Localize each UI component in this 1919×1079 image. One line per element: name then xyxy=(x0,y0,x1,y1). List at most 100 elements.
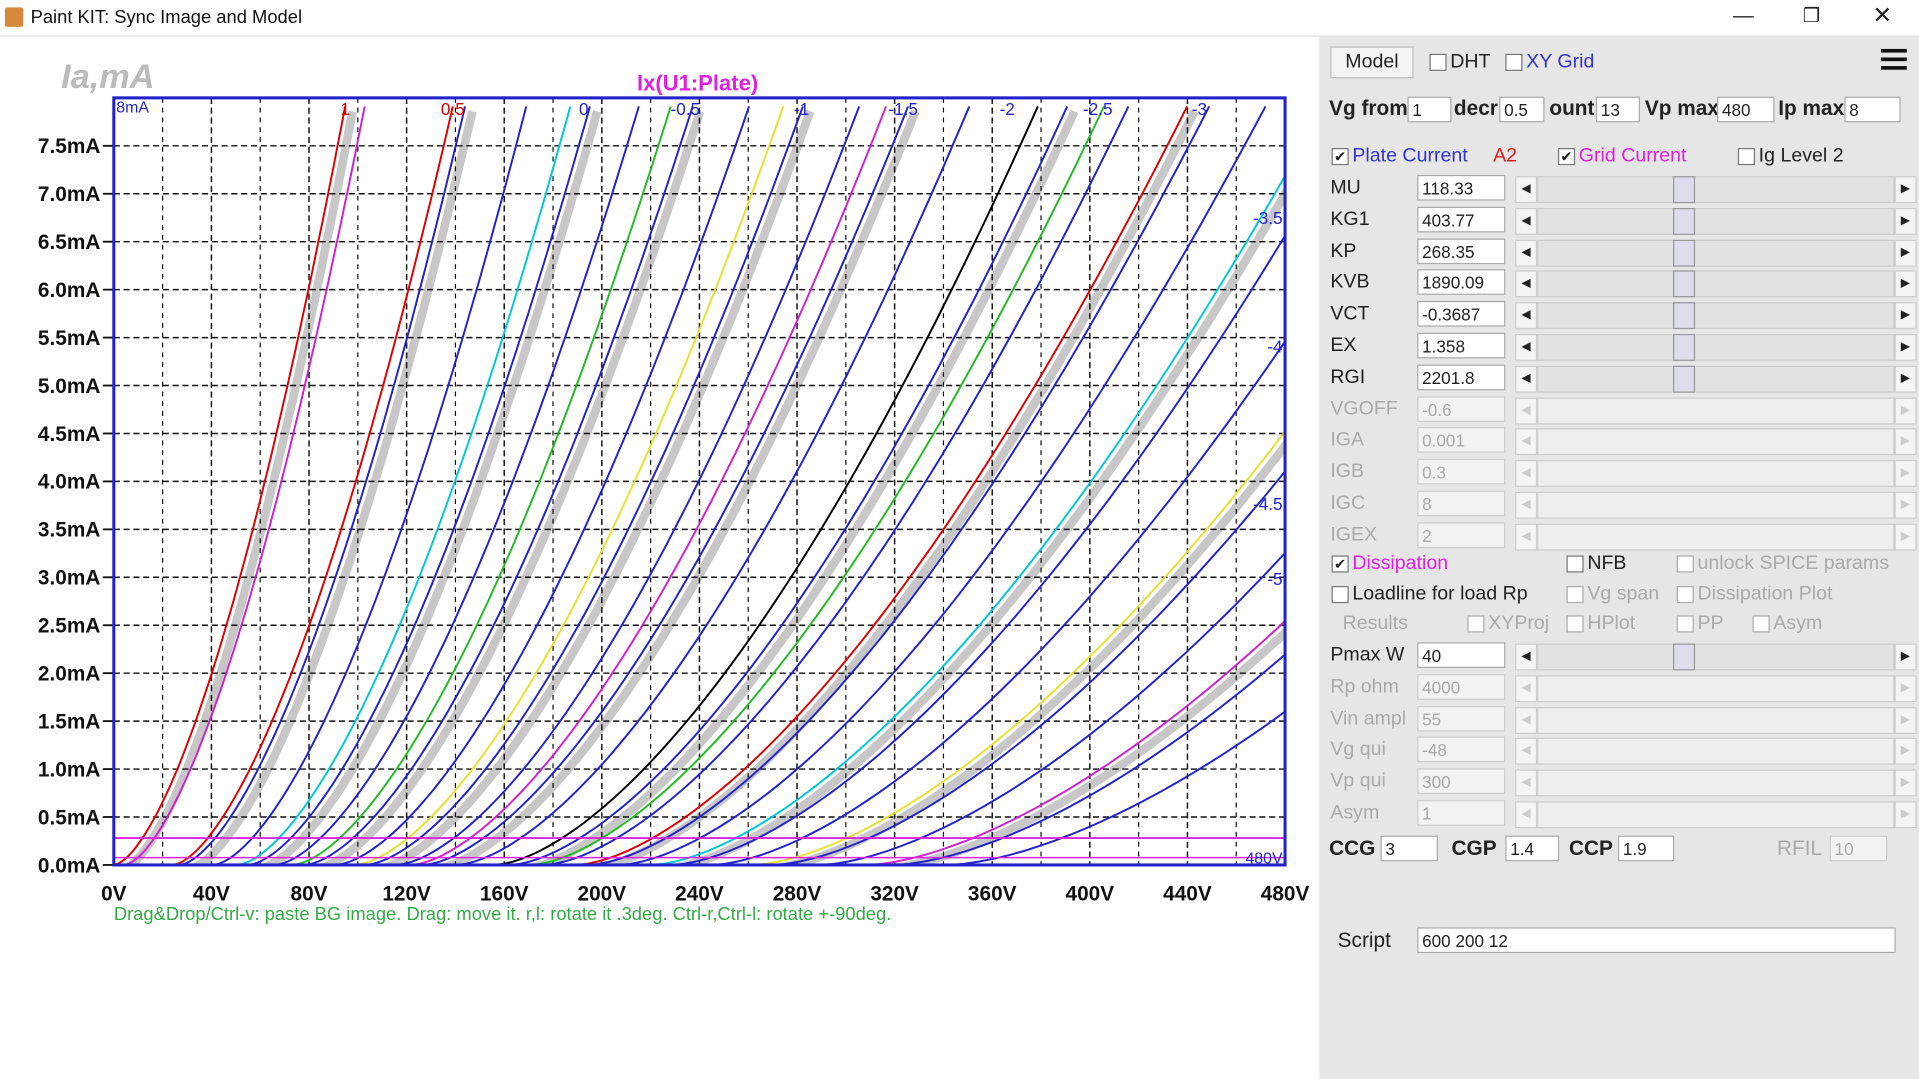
slider-left[interactable]: ◀ xyxy=(1515,270,1538,298)
slider-track[interactable] xyxy=(1537,239,1895,267)
slider-right[interactable]: ▶ xyxy=(1894,333,1917,361)
text-field[interactable]: 1.4 xyxy=(1505,835,1560,862)
slider-track[interactable] xyxy=(1537,801,1895,829)
slider-right[interactable]: ▶ xyxy=(1894,460,1917,488)
slider-right[interactable]: ▶ xyxy=(1894,397,1917,425)
slider-left[interactable]: ◀ xyxy=(1515,769,1538,797)
slider-track[interactable] xyxy=(1537,675,1895,702)
checkbox[interactable]: ✔ xyxy=(1557,148,1576,166)
text-field[interactable]: 0.3 xyxy=(1417,459,1506,485)
slider-thumb[interactable] xyxy=(1673,365,1696,393)
slider-track[interactable] xyxy=(1537,428,1895,456)
checkbox[interactable] xyxy=(1737,148,1756,166)
slider-right[interactable]: ▶ xyxy=(1894,643,1917,671)
slider-track[interactable] xyxy=(1537,491,1895,519)
slider-right[interactable]: ▶ xyxy=(1894,176,1917,204)
slider-right[interactable]: ▶ xyxy=(1894,769,1917,797)
slider-track[interactable] xyxy=(1537,460,1895,488)
text-field[interactable]: 10 xyxy=(1829,835,1888,862)
text-field[interactable]: 268.35 xyxy=(1417,238,1506,264)
checkbox[interactable] xyxy=(1676,586,1694,604)
slider-left[interactable]: ◀ xyxy=(1515,460,1538,488)
menu-icon[interactable] xyxy=(1881,48,1907,53)
text-field[interactable]: 1.358 xyxy=(1417,332,1506,359)
slider-track[interactable] xyxy=(1537,643,1895,671)
slider-right[interactable]: ▶ xyxy=(1894,738,1917,766)
slider-track[interactable] xyxy=(1537,365,1895,393)
slider-left[interactable]: ◀ xyxy=(1515,239,1538,267)
slider-track[interactable] xyxy=(1537,706,1895,734)
checkbox[interactable] xyxy=(1566,555,1584,573)
slider-right[interactable]: ▶ xyxy=(1894,706,1917,734)
restore-button[interactable]: ❐ xyxy=(1802,6,1821,27)
text-field[interactable]: 2 xyxy=(1417,522,1506,548)
slider-left[interactable]: ◀ xyxy=(1515,333,1538,361)
slider-right[interactable]: ▶ xyxy=(1894,239,1917,267)
text-field[interactable]: 2201.8 xyxy=(1417,364,1506,391)
slider-right[interactable]: ▶ xyxy=(1894,491,1917,519)
slider-track[interactable] xyxy=(1537,270,1895,298)
menu-icon[interactable] xyxy=(1881,66,1907,70)
slider-left[interactable]: ◀ xyxy=(1515,397,1538,425)
text-field[interactable]: -48 xyxy=(1417,736,1506,763)
slider-thumb[interactable] xyxy=(1673,333,1696,361)
text-field[interactable]: 1.9 xyxy=(1617,835,1675,862)
text-field[interactable]: 4000 xyxy=(1417,673,1506,700)
slider-track[interactable] xyxy=(1537,176,1895,204)
slider-right[interactable]: ▶ xyxy=(1894,801,1917,829)
slider-left[interactable]: ◀ xyxy=(1515,428,1538,456)
slider-thumb[interactable] xyxy=(1673,176,1696,204)
menu-icon[interactable] xyxy=(1881,57,1907,62)
slider-left[interactable]: ◀ xyxy=(1515,706,1538,734)
text-field[interactable]: -0.3687 xyxy=(1417,301,1506,327)
text-field[interactable]: 300 xyxy=(1417,768,1506,795)
text-field[interactable]: 0.001 xyxy=(1417,427,1506,454)
checkbox[interactable]: ✔ xyxy=(1331,148,1349,166)
slider-left[interactable]: ◀ xyxy=(1515,491,1538,519)
slider-left[interactable]: ◀ xyxy=(1515,176,1538,204)
text-field[interactable]: 403.77 xyxy=(1417,206,1506,233)
slider-left[interactable]: ◀ xyxy=(1515,207,1538,235)
slider-right[interactable]: ▶ xyxy=(1894,675,1917,702)
text-field[interactable]: 118.33 xyxy=(1417,174,1506,201)
slider-track[interactable] xyxy=(1537,738,1895,766)
slider-thumb[interactable] xyxy=(1673,302,1696,330)
text-field[interactable]: 1890.09 xyxy=(1417,269,1506,296)
slider-left[interactable]: ◀ xyxy=(1515,738,1538,766)
checkbox[interactable] xyxy=(1429,53,1447,71)
checkbox[interactable] xyxy=(1566,586,1584,604)
checkbox[interactable] xyxy=(1676,615,1694,633)
text-field[interactable]: 1 xyxy=(1407,96,1452,123)
slider-right[interactable]: ▶ xyxy=(1894,270,1917,298)
slider-right[interactable]: ▶ xyxy=(1894,302,1917,330)
checkbox[interactable]: ✔ xyxy=(1331,555,1349,573)
text-field[interactable]: 40 xyxy=(1417,642,1506,668)
checkbox[interactable] xyxy=(1676,555,1694,573)
slider-left[interactable]: ◀ xyxy=(1515,523,1538,551)
slider-thumb[interactable] xyxy=(1673,270,1696,298)
text-field[interactable]: 600 200 12 xyxy=(1417,927,1896,954)
text-field[interactable]: 0.5 xyxy=(1499,96,1545,123)
text-field[interactable]: 8 xyxy=(1844,96,1901,123)
slider-right[interactable]: ▶ xyxy=(1894,365,1917,393)
slider-right[interactable]: ▶ xyxy=(1894,428,1917,456)
checkbox[interactable] xyxy=(1505,53,1523,71)
slider-track[interactable] xyxy=(1537,769,1895,797)
text-field[interactable]: 55 xyxy=(1417,705,1506,732)
slider-right[interactable]: ▶ xyxy=(1894,523,1917,551)
slider-right[interactable]: ▶ xyxy=(1894,207,1917,235)
slider-thumb[interactable] xyxy=(1673,239,1696,267)
minimize-button[interactable]: — xyxy=(1732,3,1754,27)
slider-track[interactable] xyxy=(1537,302,1895,330)
checkbox[interactable] xyxy=(1331,586,1349,604)
slider-left[interactable]: ◀ xyxy=(1515,302,1538,330)
text-field[interactable]: 3 xyxy=(1380,835,1439,862)
slider-left[interactable]: ◀ xyxy=(1515,365,1538,393)
text-field[interactable]: 13 xyxy=(1595,96,1640,123)
text-field[interactable]: 1 xyxy=(1417,800,1506,826)
slider-track[interactable] xyxy=(1537,397,1895,425)
text-field[interactable]: -0.6 xyxy=(1417,395,1506,422)
close-button[interactable]: ✕ xyxy=(1872,3,1892,30)
slider-left[interactable]: ◀ xyxy=(1515,801,1538,829)
checkbox[interactable] xyxy=(1752,615,1770,633)
